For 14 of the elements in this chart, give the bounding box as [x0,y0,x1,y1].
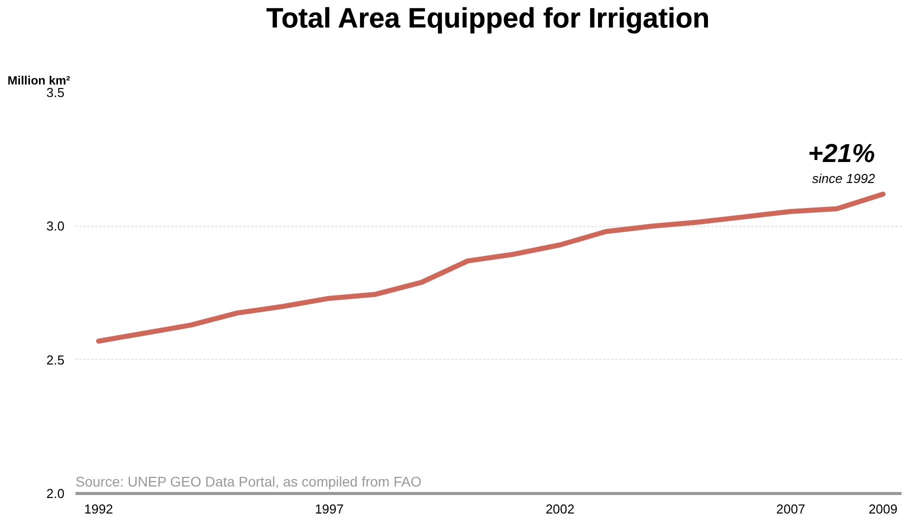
y-axis-title: Million km² [8,74,70,88]
annotation: since 1992 [812,171,876,186]
x-tick-label: 2009 [868,502,898,516]
annotation: +21% [808,138,876,168]
chart-title: Total Area Equipped for Irrigation [266,2,710,34]
annotation: Source: UNEP GEO Data Portal, as compiled from FAO [76,474,422,490]
y-tick-label: 2.0 [46,486,65,501]
y-tick-label: 3.0 [46,218,65,234]
x-tick-label: 1992 [84,502,114,516]
x-tick-label: 2007 [776,502,806,516]
y-tick-label: 3.5 [46,85,65,100]
x-tick-label: 2002 [546,502,574,516]
x-tick-label: 1997 [314,502,344,516]
y-tick-label: 2.5 [46,352,65,368]
